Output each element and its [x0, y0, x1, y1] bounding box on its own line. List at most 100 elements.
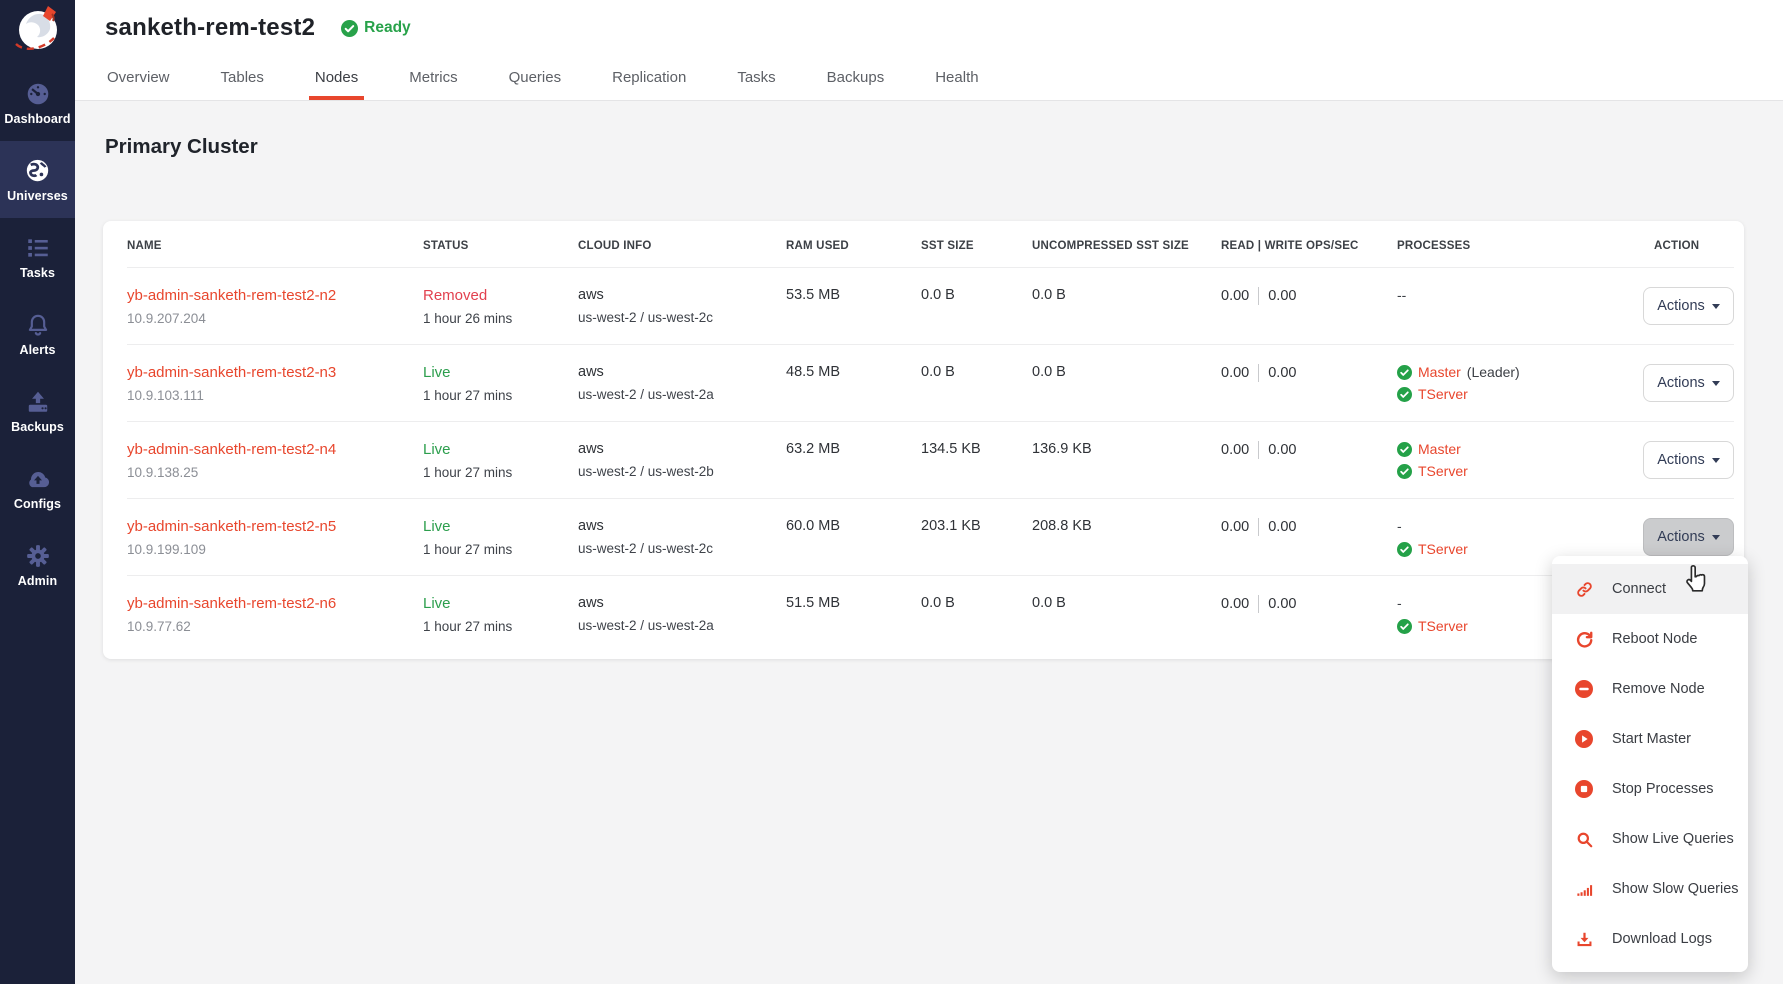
- node-ops-read: 0.00: [1221, 596, 1250, 612]
- process-leader-suffix: (Leader): [1466, 364, 1520, 380]
- node-ops: 0.00 0.00: [1221, 441, 1397, 459]
- tab-tasks[interactable]: Tasks: [737, 69, 776, 86]
- node-name-link[interactable]: yb-admin-sanketh-rem-test2-n6: [127, 595, 337, 612]
- node-cloud: aws: [578, 287, 604, 303]
- sidebar-item-alerts[interactable]: Alerts: [0, 295, 75, 372]
- main-content: Primary Cluster NAME STATUS CLOUD INFO R…: [75, 101, 1783, 984]
- node-status: Live: [423, 595, 451, 612]
- tab-metrics[interactable]: Metrics: [409, 69, 458, 86]
- node-name-link[interactable]: yb-admin-sanketh-rem-test2-n3: [127, 364, 337, 381]
- node-processes: - TServer: [1397, 518, 1654, 563]
- node-ops-read: 0.00: [1221, 519, 1250, 535]
- col-header-sst-size: SST SIZE: [921, 240, 974, 252]
- table-header-row: NAME STATUS CLOUD INFO RAM USED SST SIZE…: [127, 221, 1734, 267]
- sidebar-item-backups[interactable]: Backups: [0, 372, 75, 449]
- node-ram: 60.0 MB: [786, 518, 840, 534]
- menu-item-remove-node[interactable]: Remove Node: [1552, 664, 1748, 714]
- actions-button[interactable]: Actions: [1643, 287, 1734, 325]
- backup-icon: [25, 388, 51, 416]
- task-list-icon: [25, 234, 51, 262]
- tab-overview[interactable]: Overview: [107, 69, 170, 86]
- gear-icon: [25, 542, 51, 570]
- node-ops-read: 0.00: [1221, 442, 1250, 458]
- link-icon: [1574, 579, 1594, 599]
- process-tserver-link[interactable]: TServer: [1418, 618, 1468, 634]
- col-header-action: ACTION: [1654, 240, 1700, 252]
- node-name-link[interactable]: yb-admin-sanketh-rem-test2-n4: [127, 441, 337, 458]
- status-badge: Ready: [341, 19, 411, 37]
- check-circle-icon: [1397, 618, 1412, 634]
- check-circle-icon: [1397, 463, 1412, 479]
- stop-circle-icon: [1574, 779, 1594, 799]
- process-tserver-link[interactable]: TServer: [1418, 386, 1468, 402]
- node-uptime: 1 hour 27 mins: [423, 619, 513, 634]
- col-header-cloud-info: CLOUD INFO: [578, 240, 652, 252]
- node-status: Live: [423, 364, 451, 381]
- tab-queries[interactable]: Queries: [508, 69, 562, 86]
- search-icon: [1574, 829, 1594, 849]
- menu-item-download-logs[interactable]: Download Logs: [1552, 914, 1748, 964]
- menu-item-show-live-queries[interactable]: Show Live Queries: [1552, 814, 1748, 864]
- node-ops: 0.00 0.00: [1221, 595, 1397, 613]
- node-sst: 134.5 KB: [921, 441, 981, 457]
- tab-nodes[interactable]: Nodes: [308, 59, 365, 100]
- menu-item-reboot-node[interactable]: Reboot Node: [1552, 614, 1748, 664]
- col-header-read-write-ops: READ | WRITE OPS/SEC: [1221, 240, 1359, 252]
- sidebar-item-admin[interactable]: Admin: [0, 526, 75, 603]
- process-tserver-link[interactable]: TServer: [1418, 463, 1468, 479]
- menu-item-label: Reboot Node: [1612, 631, 1698, 647]
- actions-button[interactable]: Actions: [1643, 364, 1734, 402]
- check-circle-icon: [1397, 364, 1412, 380]
- caret-down-icon: [1711, 380, 1720, 386]
- node-ops-write: 0.00: [1268, 596, 1297, 612]
- menu-item-label: Start Master: [1612, 731, 1691, 747]
- node-uncompressed-sst: 0.0 B: [1032, 595, 1066, 611]
- sidebar-item-configs[interactable]: Configs: [0, 449, 75, 526]
- menu-item-label: Stop Processes: [1612, 781, 1714, 797]
- menu-item-stop-processes[interactable]: Stop Processes: [1552, 764, 1748, 814]
- caret-down-icon: [1711, 534, 1720, 540]
- node-uptime: 1 hour 26 mins: [423, 311, 513, 326]
- actions-button[interactable]: Actions: [1643, 441, 1734, 479]
- node-name-link[interactable]: yb-admin-sanketh-rem-test2-n2: [127, 287, 337, 304]
- process-dash: -: [1397, 595, 1402, 611]
- node-status: Live: [423, 518, 451, 535]
- status-badge-label: Ready: [364, 19, 411, 36]
- check-circle-icon: [1397, 541, 1412, 557]
- node-ip: 10.9.77.62: [127, 619, 191, 634]
- sidebar-item-label: Universes: [7, 188, 68, 203]
- menu-item-label: Show Live Queries: [1612, 831, 1734, 847]
- node-uptime: 1 hour 27 mins: [423, 388, 513, 403]
- actions-button-label: Actions: [1657, 298, 1705, 314]
- menu-item-start-master[interactable]: Start Master: [1552, 714, 1748, 764]
- node-processes: - TServer: [1397, 595, 1654, 640]
- node-status: Removed: [423, 287, 488, 304]
- process-master-link[interactable]: Master: [1418, 441, 1461, 457]
- sidebar-item-universes[interactable]: Universes: [0, 141, 75, 218]
- col-header-status: STATUS: [423, 240, 469, 252]
- sidebar-item-tasks[interactable]: Tasks: [0, 218, 75, 295]
- node-ip: 10.9.207.204: [127, 311, 206, 326]
- caret-down-icon: [1711, 303, 1720, 309]
- cloud-upload-icon: [24, 465, 52, 493]
- menu-item-label: Remove Node: [1612, 681, 1705, 697]
- sidebar-item-dashboard[interactable]: Dashboard: [0, 64, 75, 141]
- node-ops-write: 0.00: [1268, 442, 1297, 458]
- tab-tables[interactable]: Tables: [220, 69, 264, 86]
- globe-icon: [24, 157, 51, 185]
- node-status: Live: [423, 441, 451, 458]
- yugabyte-logo[interactable]: [0, 0, 75, 60]
- tab-backups[interactable]: Backups: [826, 69, 885, 86]
- bar-chart-icon: [1574, 879, 1594, 899]
- actions-button-open[interactable]: Actions: [1643, 518, 1734, 556]
- node-ops-read: 0.00: [1221, 365, 1250, 381]
- process-master-link[interactable]: Master: [1418, 364, 1461, 380]
- process-tserver-link[interactable]: TServer: [1418, 541, 1468, 557]
- sidebar-item-label: Tasks: [19, 265, 55, 280]
- tab-health[interactable]: Health: [935, 69, 979, 86]
- col-header-uncompressed-sst-size: UNCOMPRESSED SST SIZE: [1032, 240, 1189, 252]
- node-name-link[interactable]: yb-admin-sanketh-rem-test2-n5: [127, 518, 337, 535]
- menu-item-show-slow-queries[interactable]: Show Slow Queries: [1552, 864, 1748, 914]
- tab-replication[interactable]: Replication: [612, 69, 687, 86]
- menu-item-connect[interactable]: Connect: [1552, 564, 1748, 614]
